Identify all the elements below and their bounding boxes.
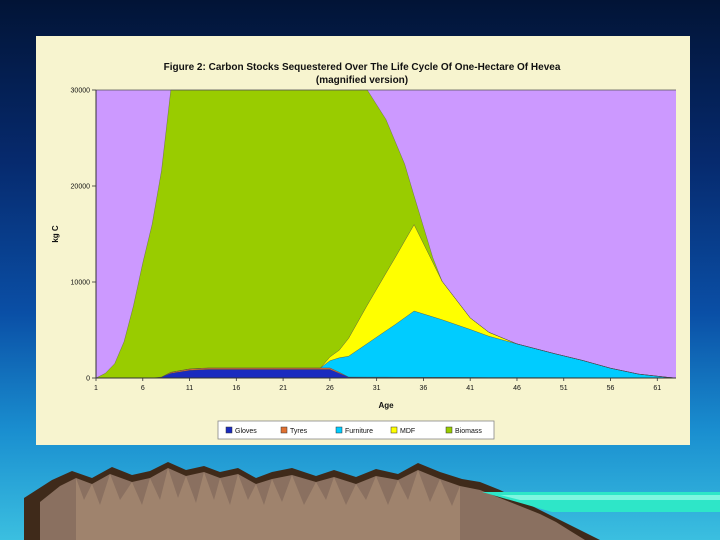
x-tick-label: 21 (279, 385, 287, 392)
x-tick-label: 41 (466, 385, 474, 392)
y-tick-label: 30000 (71, 88, 91, 95)
y-axis-label: kg C (51, 225, 60, 243)
x-tick-label: 56 (607, 385, 615, 392)
y-tick-label: 10000 (71, 280, 91, 287)
legend-swatch-biomass (445, 426, 453, 434)
x-tick-label: 16 (232, 385, 240, 392)
x-tick-label: 6 (141, 385, 145, 392)
mountain-highlights (76, 468, 460, 540)
legend-label-mdf: MDF (400, 428, 415, 435)
x-tick-label: 46 (513, 385, 521, 392)
x-tick-label: 51 (560, 385, 568, 392)
chart-legend: Gloves Tyres Furniture MDF Biomass (217, 420, 495, 440)
x-tick-label: 36 (420, 385, 428, 392)
chart-panel: Figure 2: Carbon Stocks Sequestered Over… (36, 36, 690, 445)
area-chart: Figure 2: Carbon Stocks Sequestered Over… (51, 62, 677, 440)
series-layer (95, 89, 677, 379)
x-tick-label: 11 (186, 385, 193, 392)
y-tick-label: 0 (86, 376, 90, 383)
x-axis-label: Age (378, 401, 394, 410)
legend-label-gloves: Gloves (235, 428, 257, 435)
legend-swatch-mdf (390, 426, 398, 434)
x-tick-label: 31 (373, 385, 381, 392)
chart-title: Figure 2: Carbon Stocks Sequestered Over… (164, 62, 561, 73)
legend-label-furniture: Furniture (345, 428, 373, 435)
legend-swatch-tyres (280, 426, 288, 434)
legend-label-biomass: Biomass (455, 428, 482, 435)
chart-subtitle: (magnified version) (316, 75, 408, 86)
legend-swatch-gloves (225, 426, 233, 434)
legend-box (217, 420, 495, 440)
legend-label-tyres: Tyres (290, 428, 308, 435)
x-tick-label: 61 (653, 385, 661, 392)
legend-swatch-furniture (335, 426, 343, 434)
x-tick-label: 1 (94, 385, 98, 392)
y-tick-label: 20000 (71, 184, 91, 191)
x-tick-label: 26 (326, 385, 334, 392)
water-strip-light (500, 495, 720, 500)
